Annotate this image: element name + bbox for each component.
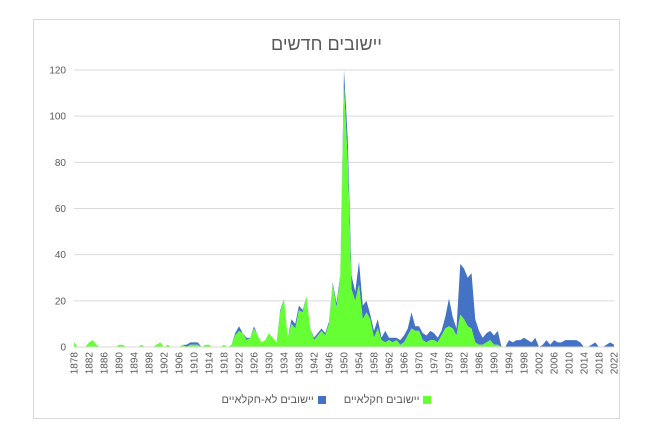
x-tick-label: 1934 — [280, 352, 291, 375]
x-tick-label: 1878 — [70, 352, 81, 375]
axis-layer: 0 20 40 60 80 100 120 1878 1882 1886 1890 1894 1898 1… — [49, 66, 620, 375]
x-tick-label: 1974 — [430, 352, 441, 375]
x-tick-label: 1886 — [100, 352, 111, 375]
legend-swatch-agricultural — [423, 396, 432, 404]
y-tick-label: 60 — [55, 204, 67, 215]
legend-label-agricultural: יישובים חקלאיים — [343, 394, 420, 406]
x-tick-label: 1982 — [460, 352, 471, 375]
series-area-agricultural — [74, 86, 614, 348]
y-tick-label: 100 — [49, 112, 66, 123]
legend: יישובים חקלאיים יישובים לא-חקלאיים — [34, 394, 619, 406]
x-tick-label: 1910 — [190, 352, 201, 375]
legend-label-non-agricultural: יישובים לא-חקלאיים — [221, 394, 314, 406]
x-tick-label: 1970 — [415, 352, 426, 375]
x-tick-label: 2022 — [610, 352, 621, 375]
x-tick-label: 1990 — [490, 352, 501, 375]
x-tick-label: 1958 — [370, 352, 381, 375]
y-tick-label: 80 — [55, 158, 67, 169]
area-layer — [74, 70, 614, 348]
x-tick-label: 1918 — [220, 352, 231, 375]
chart-frame: יישובים חדשים 0 20 40 60 80 100 120 1878 1882 188… — [33, 19, 621, 419]
x-tick-label: 1906 — [175, 352, 186, 375]
legend-swatch-non-agricultural — [317, 396, 326, 404]
y-tick-label: 120 — [49, 66, 66, 77]
x-tick-label: 2006 — [550, 352, 561, 375]
x-tick-label: 1902 — [160, 352, 171, 375]
legend-item-agricultural: יישובים חקלאיים — [344, 394, 432, 406]
legend-item-non-agricultural: יישובים לא-חקלאיים — [222, 394, 326, 406]
x-tick-label: 2010 — [565, 352, 576, 375]
x-tick-label: 1882 — [85, 352, 96, 375]
x-tick-label: 1894 — [130, 352, 141, 375]
x-tick-label: 1938 — [295, 352, 306, 375]
chart-plot: 0 20 40 60 80 100 120 1878 1882 1886 1890 1894 1898 1… — [49, 66, 620, 375]
chart-title: יישובים חדשים — [271, 34, 382, 54]
y-tick-label: 20 — [55, 296, 67, 307]
y-tick-label: 40 — [55, 250, 67, 261]
x-tick-label: 1890 — [115, 352, 126, 375]
x-tick-label: 1930 — [265, 352, 276, 375]
x-tick-label: 1926 — [250, 352, 261, 375]
x-tick-label: 2002 — [535, 352, 546, 375]
x-tick-label: 1898 — [145, 352, 156, 375]
x-tick-label: 2018 — [595, 352, 606, 375]
x-tick-label: 1950 — [340, 352, 351, 375]
x-tick-label: 1942 — [310, 352, 321, 375]
x-tick-label: 1946 — [325, 352, 336, 375]
x-tick-label: 1966 — [400, 352, 411, 375]
x-tick-label: 1998 — [520, 352, 531, 375]
x-tick-label: 1986 — [475, 352, 486, 375]
x-tick-label: 2014 — [580, 352, 591, 375]
y-tick-label: 0 — [60, 343, 66, 354]
x-tick-label: 1954 — [355, 352, 366, 375]
x-tick-label: 1978 — [445, 352, 456, 375]
x-tick-label: 1994 — [505, 352, 516, 375]
x-tick-label: 1914 — [205, 352, 216, 375]
x-tick-label: 1922 — [235, 352, 246, 375]
x-tick-label: 1962 — [385, 352, 396, 375]
